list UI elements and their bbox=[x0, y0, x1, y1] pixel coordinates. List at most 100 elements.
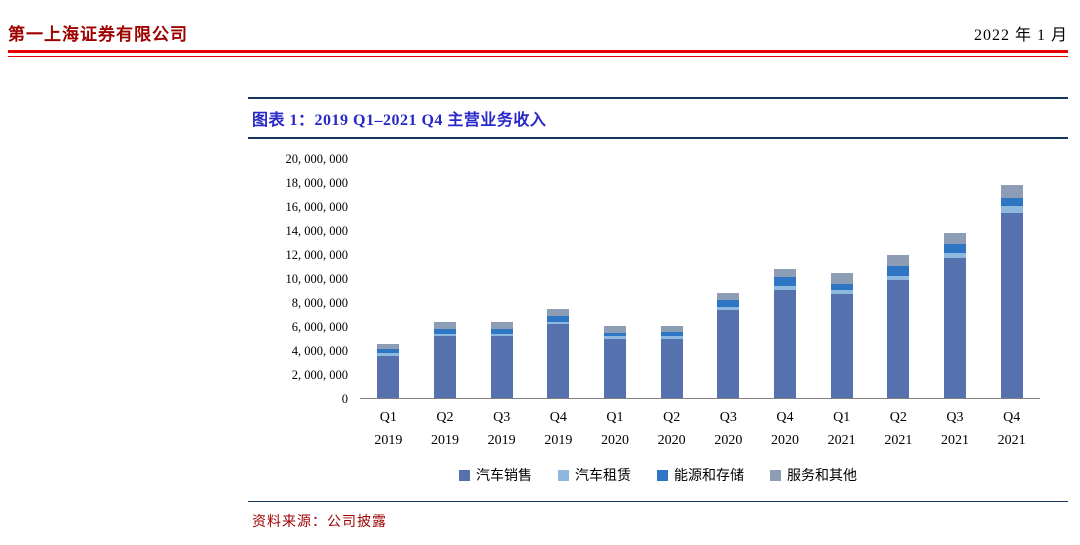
figure-title-divider bbox=[248, 137, 1068, 139]
stacked-bar-q1-2019 bbox=[377, 343, 400, 398]
bar-segment bbox=[434, 336, 456, 398]
x-tick-label: Q2 2019 bbox=[417, 406, 474, 452]
legend-label: 能源和存储 bbox=[674, 469, 744, 484]
x-tick-year: 2021 bbox=[884, 433, 913, 448]
x-tick-label: Q4 2019 bbox=[530, 406, 587, 452]
bar-segment bbox=[887, 275, 910, 280]
legend-swatch-icon bbox=[558, 469, 569, 481]
bar-segment bbox=[830, 289, 853, 294]
bar-segment bbox=[717, 306, 740, 310]
bar-segment bbox=[547, 316, 570, 322]
legend-swatch-icon bbox=[770, 469, 781, 481]
stacked-bar-q4-2021 bbox=[1000, 185, 1023, 398]
y-tick-label: 4, 000, 000 bbox=[291, 344, 348, 358]
stacked-bar-q1-2020 bbox=[604, 326, 626, 398]
bar-segment bbox=[547, 321, 570, 325]
bar-segment bbox=[1000, 198, 1023, 207]
bar-segment bbox=[377, 353, 400, 356]
x-tick-label: Q1 2019 bbox=[360, 406, 417, 452]
x-tick-quarter: Q1 bbox=[606, 410, 624, 425]
x-tick-quarter: Q4 bbox=[776, 410, 794, 425]
x-tick-quarter: Q3 bbox=[719, 410, 737, 425]
y-tick-label: 16, 000, 000 bbox=[285, 200, 349, 214]
bar-segment bbox=[887, 279, 910, 398]
stacked-bar-q4-2020 bbox=[774, 269, 796, 398]
y-tick-label: 2, 000, 000 bbox=[291, 368, 348, 382]
y-tick-label: 20, 000, 000 bbox=[285, 152, 349, 166]
x-tick-year: 2019 bbox=[430, 433, 459, 448]
legend-label: 汽车租赁 bbox=[575, 469, 631, 484]
stacked-bar-q2-2020 bbox=[660, 325, 683, 398]
bar-segment bbox=[944, 243, 966, 254]
y-axis: 0 2, 000, 000 4, 000, 000 6, 000, 000 8, 000… bbox=[248, 152, 349, 406]
bar-segment bbox=[604, 332, 626, 337]
stacked-bar-q4-2019 bbox=[547, 309, 570, 398]
bar-segment bbox=[1000, 185, 1023, 199]
figure-title: 图表 1：2019 Q1–2021 Q4 主营业务收入 bbox=[252, 112, 547, 129]
bar-segment bbox=[830, 293, 853, 398]
bar-segment bbox=[434, 321, 456, 330]
x-tick-label: Q2 2021 bbox=[870, 406, 927, 452]
bar-segment bbox=[887, 265, 910, 276]
bar-segment bbox=[490, 328, 513, 334]
legend-item: 能源和存储 bbox=[657, 465, 744, 485]
stacked-bar-q2-2021 bbox=[887, 254, 910, 398]
report-date: 2022 年 1 月 bbox=[973, 27, 1068, 44]
bar-segment bbox=[434, 329, 456, 334]
bar-segment bbox=[434, 333, 456, 336]
x-tick-label: Q3 2019 bbox=[473, 406, 530, 452]
x-tick-label: Q4 2020 bbox=[757, 406, 814, 452]
x-tick-label: Q1 2020 bbox=[587, 406, 644, 452]
bar-segment bbox=[944, 253, 966, 258]
plot-area: Q1 2019 Q2 2019 Q3 2019 Q4 2019 Q1 2020 Q2 2020 Q3 20… bbox=[360, 159, 1040, 448]
y-tick-label: 10, 000, 000 bbox=[285, 272, 349, 286]
bar-segment bbox=[774, 289, 796, 398]
legend-swatch-icon bbox=[657, 469, 668, 481]
bar-segment bbox=[774, 269, 796, 278]
x-tick-quarter: Q3 bbox=[493, 410, 511, 425]
bar-segment bbox=[887, 254, 910, 266]
bar-segment bbox=[660, 339, 683, 398]
stacked-bar-q3-2019 bbox=[490, 322, 513, 398]
stacked-bar-q3-2021 bbox=[944, 232, 966, 398]
x-tick-year: 2020 bbox=[770, 433, 799, 448]
bar-segment bbox=[660, 335, 683, 340]
report-header: 第一上海证券有限公司 2022 年 1 月 bbox=[8, 20, 1068, 45]
legend-label: 汽车销售 bbox=[476, 469, 532, 484]
x-tick-year: 2020 bbox=[600, 433, 629, 448]
header-divider-rule bbox=[8, 50, 1068, 57]
x-tick-label: Q3 2020 bbox=[700, 406, 757, 452]
figure-block: 图表 1：2019 Q1–2021 Q4 主营业务收入 0 2, 000, 000… bbox=[248, 97, 1068, 541]
y-tick-label: 14, 000, 000 bbox=[285, 224, 349, 238]
legend-label: 服务和其他 bbox=[787, 469, 857, 484]
bar-segment bbox=[1000, 212, 1023, 398]
legend-item: 汽车销售 bbox=[459, 465, 532, 485]
x-tick-label: Q2 2020 bbox=[643, 406, 700, 452]
y-tick-label: 12, 000, 000 bbox=[285, 248, 349, 262]
x-tick-year: 2021 bbox=[997, 433, 1026, 448]
bar-segment bbox=[377, 349, 400, 354]
bar-segment bbox=[490, 322, 513, 329]
bar-segment bbox=[1000, 206, 1023, 213]
x-tick-quarter: Q1 bbox=[833, 410, 851, 425]
legend-swatch-icon bbox=[459, 469, 470, 481]
stacked-bar-q3-2020 bbox=[717, 292, 740, 398]
bar-segment bbox=[830, 284, 853, 290]
bar-segment bbox=[717, 292, 740, 300]
bar-segment bbox=[660, 331, 683, 336]
bar-segment bbox=[604, 339, 626, 398]
legend-item: 汽车租赁 bbox=[558, 465, 631, 485]
source-note: 资料来源：公司披露 bbox=[252, 515, 387, 530]
figure-bottom-divider bbox=[248, 501, 1068, 502]
y-tick-label: 18, 000, 000 bbox=[285, 176, 349, 190]
x-tick-label: Q4 2021 bbox=[983, 406, 1040, 452]
bar-segment bbox=[377, 355, 400, 398]
x-tick-year: 2019 bbox=[544, 433, 573, 448]
bar-segment bbox=[660, 325, 683, 332]
x-tick-year: 2019 bbox=[374, 433, 403, 448]
x-tick-quarter: Q4 bbox=[1003, 410, 1021, 425]
x-tick-year: 2020 bbox=[657, 433, 686, 448]
bar-segment bbox=[774, 277, 796, 287]
x-tick-quarter: Q1 bbox=[379, 410, 397, 425]
x-tick-year: 2021 bbox=[827, 433, 856, 448]
